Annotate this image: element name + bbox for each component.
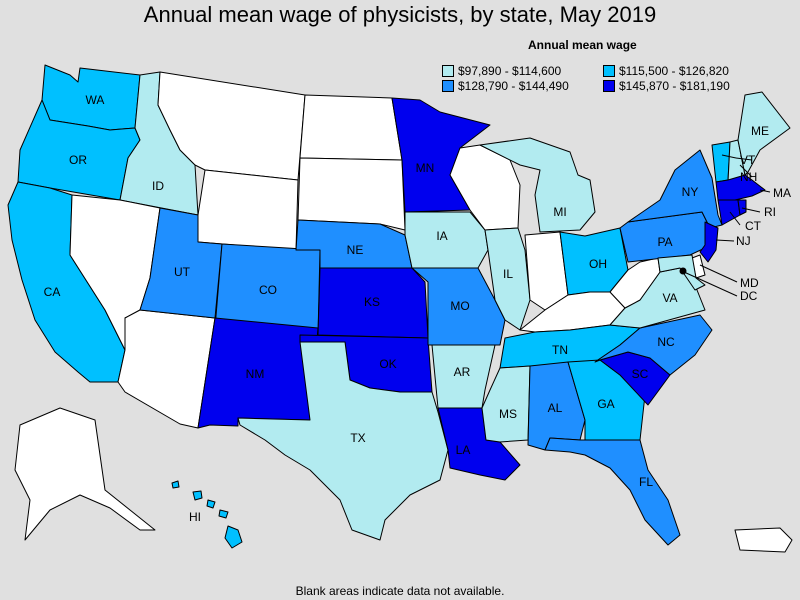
state-tx[interactable]	[237, 341, 449, 541]
legend-swatch	[603, 65, 615, 77]
state-label-tx: TX	[350, 431, 365, 445]
state-label-ny: NY	[682, 185, 699, 199]
state-label-id: ID	[152, 179, 164, 193]
footnote: Blank areas indicate data not available.	[295, 584, 505, 598]
state-label-nh: NH	[740, 170, 757, 184]
state-label-la: LA	[456, 443, 471, 457]
state-label-mn: MN	[416, 161, 435, 175]
state-label-ar: AR	[454, 365, 471, 379]
state-vt[interactable]	[711, 141, 731, 183]
state-sd[interactable]	[297, 157, 406, 231]
state-label-or: OR	[69, 153, 87, 167]
state-nj[interactable]	[699, 221, 719, 263]
state-label-md: MD	[740, 276, 759, 290]
state-pr[interactable]	[734, 527, 793, 553]
state-label-hi: HI	[189, 510, 201, 524]
legend-swatch	[442, 80, 454, 92]
legend-item-bin-4: $145,870 - $181,190	[603, 79, 730, 93]
state-dc[interactable]	[679, 267, 687, 275]
state-ks[interactable]	[317, 267, 429, 339]
state-label-ut: UT	[174, 265, 191, 279]
map-title: Annual mean wage of physicists, by state…	[143, 2, 657, 27]
state-label-vt: VT	[740, 153, 756, 167]
state-ms[interactable]	[481, 365, 531, 443]
state-label-nc: NC	[657, 335, 675, 349]
legend-item-bin-3: $128,790 - $144,490	[442, 79, 569, 93]
state-label-al: AL	[548, 401, 563, 415]
state-mi[interactable]	[479, 137, 596, 233]
legend-swatch	[442, 65, 454, 77]
state-mo[interactable]	[411, 267, 506, 346]
state-ia[interactable]	[404, 211, 489, 269]
state-label-ca: CA	[44, 285, 61, 299]
legend-label: $145,870 - $181,190	[619, 79, 730, 93]
state-label-dc: DC	[740, 289, 758, 303]
state-label-fl: FL	[639, 475, 653, 489]
state-label-oh: OH	[589, 257, 607, 271]
state-label-nj: NJ	[736, 234, 751, 248]
legend-label: $128,790 - $144,490	[458, 79, 569, 93]
state-label-ok: OK	[379, 357, 396, 371]
state-md[interactable]	[657, 254, 706, 291]
state-label-nm: NM	[246, 367, 265, 381]
state-label-mi: MI	[553, 205, 566, 219]
state-label-sc: SC	[632, 367, 649, 381]
state-label-ks: KS	[364, 295, 380, 309]
state-ar[interactable]	[431, 344, 496, 409]
state-fl[interactable]	[544, 437, 681, 546]
legend-item-bin-2: $115,500 - $126,820	[603, 64, 729, 78]
state-label-ga: GA	[597, 397, 614, 411]
state-label-tn: TN	[552, 343, 568, 357]
state-label-ne: NE	[347, 243, 364, 257]
state-label-ct: CT	[745, 219, 762, 233]
state-label-ma: MA	[773, 186, 791, 200]
legend-item-bin-1: $97,890 - $114,600	[442, 64, 561, 78]
state-label-va: VA	[662, 291, 677, 305]
state-hi[interactable]	[171, 480, 243, 549]
state-nc[interactable]	[594, 314, 713, 376]
state-label-me: ME	[751, 124, 769, 138]
legend-label: $115,500 - $126,820	[619, 64, 729, 78]
state-label-il: IL	[503, 267, 513, 281]
state-label-ri: RI	[764, 205, 776, 219]
state-nd[interactable]	[299, 94, 403, 161]
legend-title: Annual mean wage	[528, 38, 637, 52]
state-me[interactable]	[737, 91, 791, 176]
state-label-mo: MO	[450, 299, 469, 313]
callout-lines	[683, 154, 771, 297]
state-label-co: CO	[259, 283, 277, 297]
state-label-pa: PA	[657, 235, 672, 249]
legend-swatch	[603, 80, 615, 92]
state-wy[interactable]	[197, 169, 299, 251]
state-ny[interactable]	[627, 149, 723, 229]
state-ak[interactable]	[14, 407, 156, 541]
legend-label: $97,890 - $114,600	[458, 64, 562, 78]
state-label-wa: WA	[86, 93, 105, 107]
state-label-ms: MS	[499, 407, 517, 421]
state-ri[interactable]	[737, 199, 747, 216]
state-label-ia: IA	[436, 229, 447, 243]
